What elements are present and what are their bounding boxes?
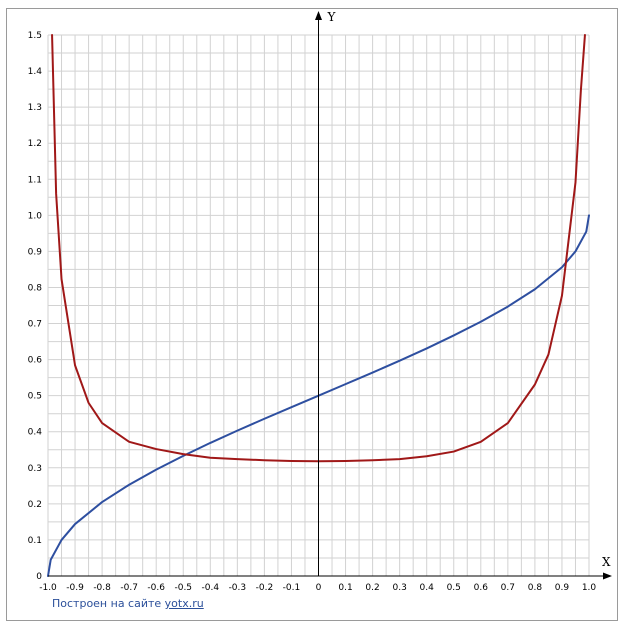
y-tick-label: 0.7 — [28, 320, 42, 330]
x-tick-label: -0.5 — [174, 583, 192, 593]
x-tick-label: 1.0 — [582, 583, 597, 593]
y-tick-label: 0.3 — [28, 464, 42, 474]
x-axis-arrow — [603, 572, 612, 580]
y-tick-label: 0.5 — [28, 392, 42, 402]
y-tick-label: 1.3 — [28, 103, 42, 113]
credit-link[interactable]: yotx.ru — [164, 597, 204, 610]
x-tick-label: 0.4 — [420, 583, 435, 593]
x-tick-label: -0.8 — [93, 583, 111, 593]
tick-labels: -1.0 -0.9 -0.8 -0.7 -0.6 -0.5 -0.4 -0.3 -0.2 -0.1… — [28, 31, 597, 593]
x-tick-label: 0.2 — [365, 583, 379, 593]
y-tick-label: 0.9 — [28, 247, 43, 257]
x-tick-label: -1.0 — [39, 583, 57, 593]
chart-frame — [6, 8, 618, 621]
x-axis-label: X — [602, 555, 611, 569]
x-tick-label: 0.1 — [338, 583, 352, 593]
x-tick-label: 0.7 — [501, 583, 515, 593]
x-tick-label: -0.3 — [229, 583, 247, 593]
x-tick-label: -0.9 — [66, 583, 84, 593]
credit-text: Построен на сайте — [52, 597, 162, 610]
x-tick-label: -0.2 — [256, 583, 274, 593]
credit-line: Построен на сайте yotx.ru — [52, 597, 204, 610]
y-tick-label: 0.4 — [28, 428, 43, 438]
y-axis-arrow — [315, 11, 322, 20]
x-tick-label: -0.4 — [202, 583, 220, 593]
x-tick-label: 0 — [316, 583, 322, 593]
y-tick-label: 0.8 — [28, 283, 43, 293]
y-axis-label: Y — [327, 10, 337, 24]
x-tick-label: -0.1 — [283, 583, 301, 593]
x-tick-label: -0.6 — [147, 583, 165, 593]
y-tick-label: 0.6 — [28, 356, 43, 366]
y-tick-label: 0 — [36, 572, 42, 582]
x-tick-label: -0.7 — [120, 583, 138, 593]
x-tick-label: 0.9 — [555, 583, 570, 593]
x-tick-label: 0.3 — [392, 583, 406, 593]
axes — [48, 11, 612, 580]
y-tick-label: 0.2 — [28, 500, 42, 510]
x-tick-label: 0.6 — [474, 583, 489, 593]
x-tick-label: 0.8 — [528, 583, 543, 593]
y-tick-label: 1.2 — [28, 139, 42, 149]
y-tick-label: 1.1 — [28, 175, 42, 185]
y-tick-label: 1.4 — [28, 67, 43, 77]
x-tick-label: 0.5 — [447, 583, 461, 593]
y-tick-label: 0.1 — [28, 536, 42, 546]
y-tick-label: 1.5 — [28, 31, 42, 41]
y-tick-label: 1.0 — [28, 211, 43, 221]
